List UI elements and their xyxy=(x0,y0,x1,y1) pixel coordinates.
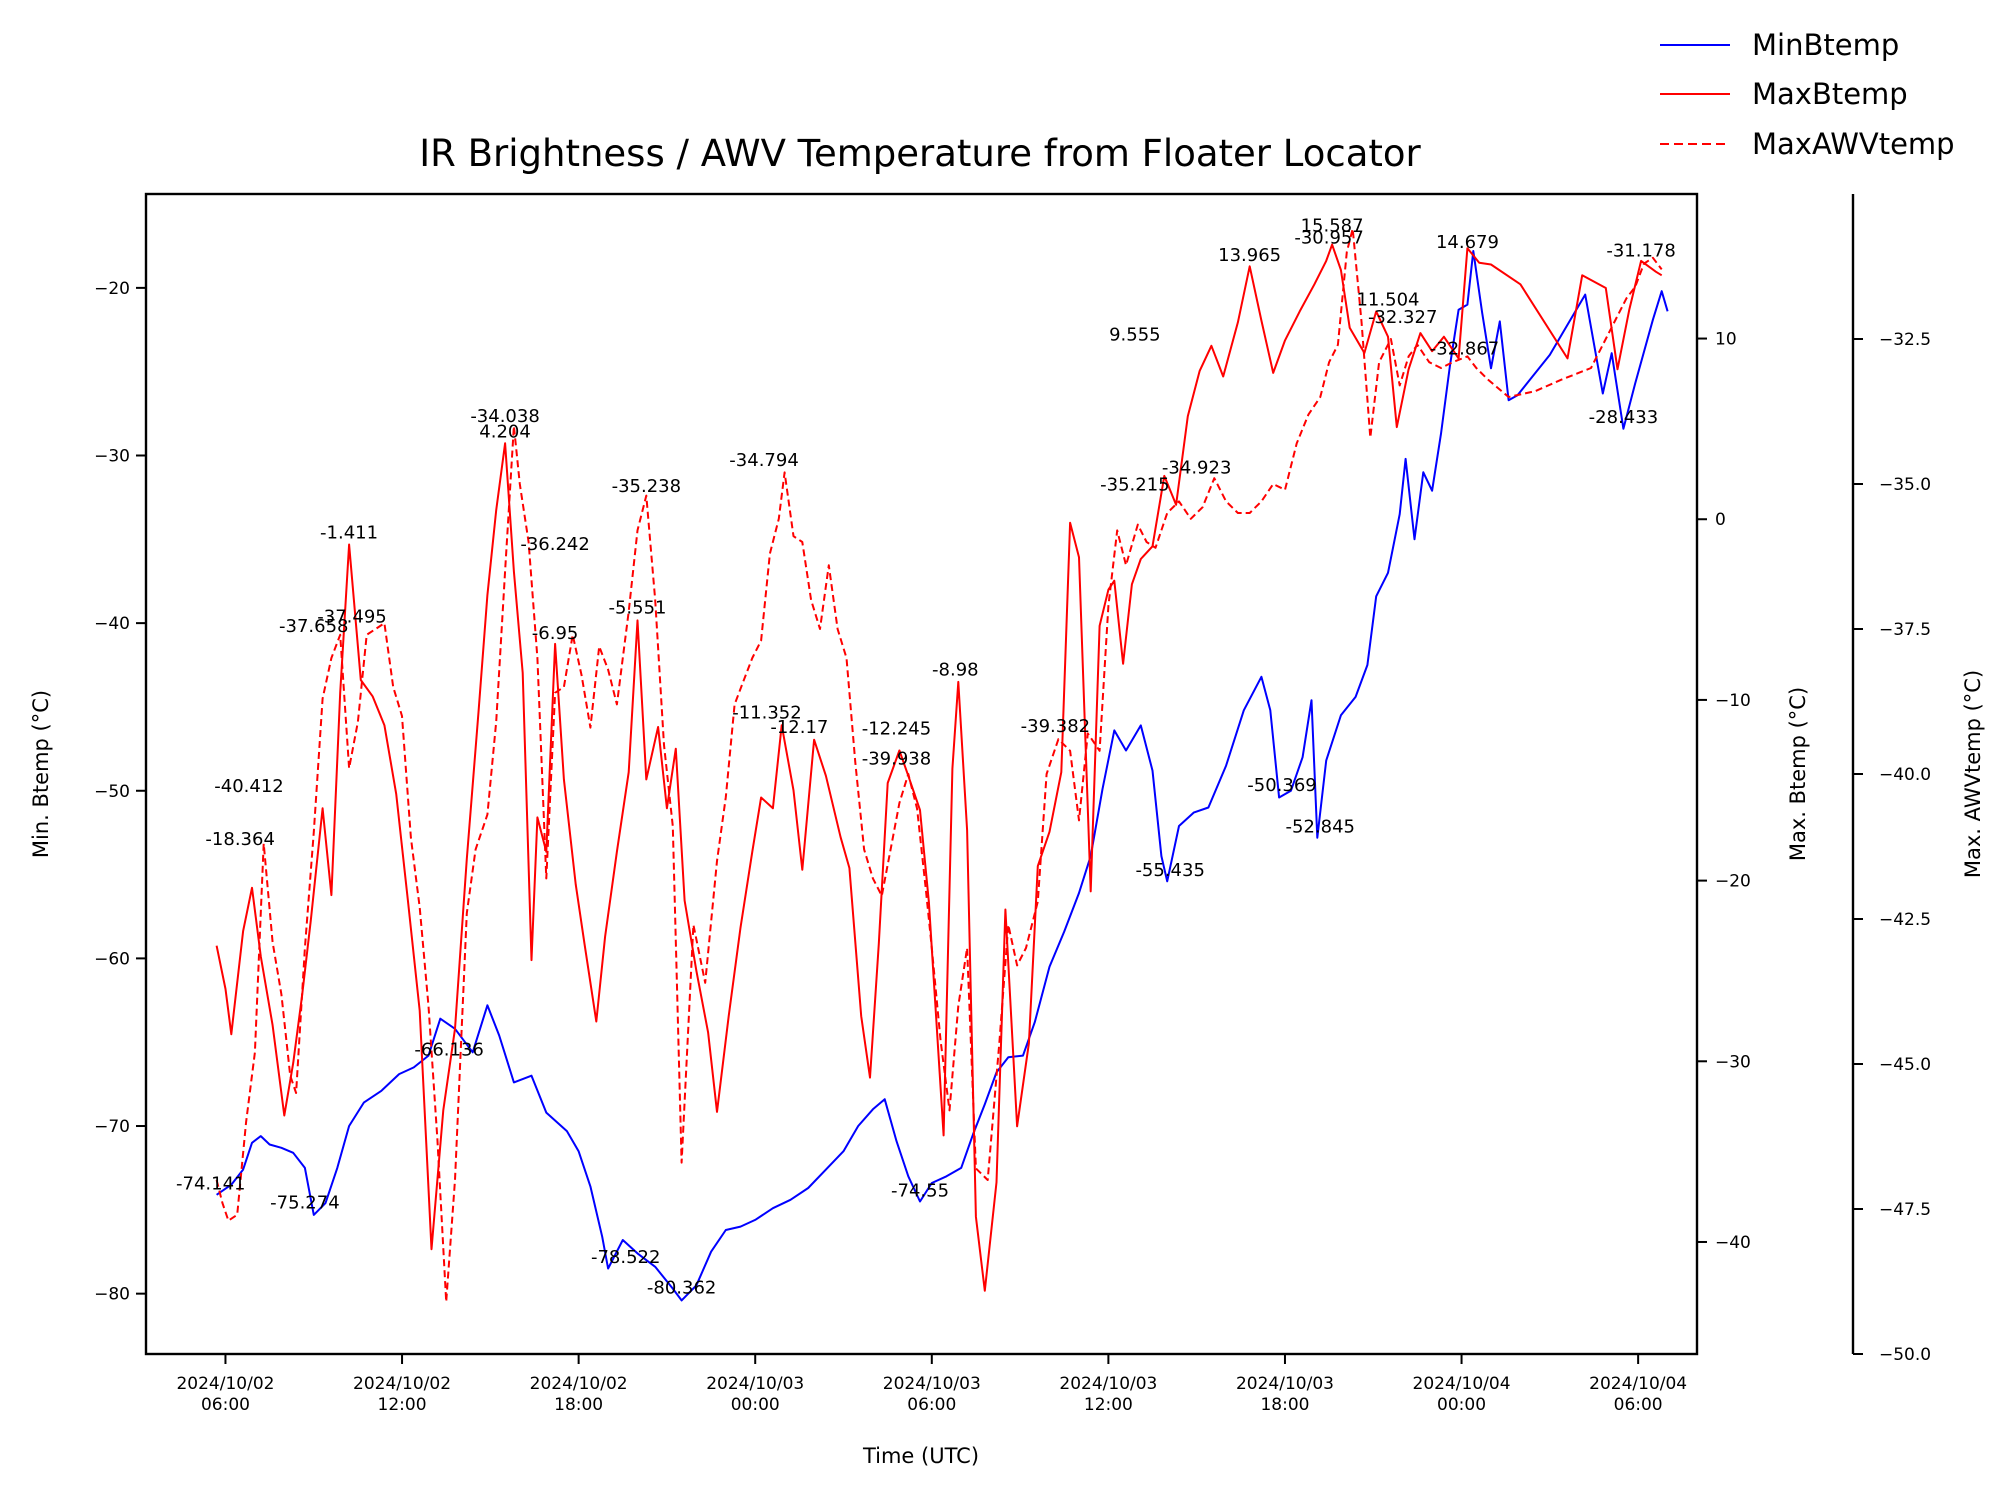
right2-y-tick-label: −42.5 xyxy=(1879,910,1931,930)
right2-y-tick-label: −45.0 xyxy=(1879,1055,1931,1075)
data-label: 11.504 xyxy=(1356,289,1419,310)
x-tick-label-date: 2024/10/02 xyxy=(530,1374,628,1394)
series-line-maxbtemp xyxy=(215,243,1663,1292)
data-label: -32.867 xyxy=(1430,338,1499,359)
data-label: -80.362 xyxy=(647,1278,716,1299)
data-label: -52.845 xyxy=(1286,816,1355,837)
data-label: -35.238 xyxy=(612,476,681,497)
x-tick-label-date: 2024/10/03 xyxy=(706,1374,804,1394)
data-label: -39.938 xyxy=(862,748,931,769)
legend-label-maxbtemp: MaxBtemp xyxy=(1752,77,1908,111)
left-y-tick-label: −20 xyxy=(94,279,130,299)
data-label: -74.55 xyxy=(891,1180,949,1201)
data-label: -30.957 xyxy=(1294,228,1363,249)
left-y-tick-label: −80 xyxy=(94,1285,130,1305)
right2-y-tick-label: −40.0 xyxy=(1879,765,1931,785)
data-label: -34.038 xyxy=(470,406,539,427)
left-y-tick-label: −30 xyxy=(94,447,130,467)
right1-y-tick-label: 10 xyxy=(1715,330,1737,350)
x-tick-label-date: 2024/10/02 xyxy=(176,1374,274,1394)
data-label: -28.433 xyxy=(1589,407,1658,428)
data-label: -34.923 xyxy=(1162,458,1231,479)
series-line-minbtemp xyxy=(216,250,1669,1302)
right2-y-tick-label: −32.5 xyxy=(1879,330,1931,350)
right2-y-tick-label: −50.0 xyxy=(1879,1345,1931,1365)
axis-ticks: 2024/10/0206:002024/10/0212:002024/10/02… xyxy=(94,279,1931,1415)
data-annotations: -74.141 -75.274 -66.136 -78.522 -80.362 -74.5… xyxy=(176,216,1676,1299)
data-label: -12.245 xyxy=(862,718,931,739)
data-label: -55.435 xyxy=(1135,860,1204,881)
x-tick-label-time: 06:00 xyxy=(201,1395,250,1415)
data-label: -37.658 xyxy=(279,616,348,637)
x-tick-label-date: 2024/10/03 xyxy=(883,1374,981,1394)
data-label: -18.364 xyxy=(205,829,274,850)
data-label: -66.136 xyxy=(414,1039,483,1060)
data-label: -74.141 xyxy=(176,1173,245,1194)
plot-area xyxy=(215,227,1669,1303)
data-label: -12.17 xyxy=(770,717,828,738)
data-label: 9.555 xyxy=(1109,325,1161,346)
data-label: -39.382 xyxy=(1021,716,1090,737)
x-tick-label-date: 2024/10/02 xyxy=(353,1374,451,1394)
legend-label-maxawvtemp: MaxAWVtemp xyxy=(1752,127,1955,161)
right1-y-tick-label: −40 xyxy=(1715,1233,1751,1253)
data-label: -8.98 xyxy=(932,659,979,680)
x-tick-label-time: 18:00 xyxy=(554,1395,603,1415)
data-label: -5.551 xyxy=(608,598,666,619)
x-tick-label-time: 12:00 xyxy=(378,1395,427,1415)
x-tick-label-time: 06:00 xyxy=(907,1395,956,1415)
left-y-tick-label: −40 xyxy=(94,614,130,634)
series-line-maxawvtemp xyxy=(215,227,1663,1303)
right2-y-tick-label: −47.5 xyxy=(1879,1200,1931,1220)
x-tick-label-date: 2024/10/03 xyxy=(1059,1374,1157,1394)
left-y-tick-label: −60 xyxy=(94,949,130,969)
right1-y-tick-label: 0 xyxy=(1715,510,1726,530)
x-tick-label-time: 00:00 xyxy=(1437,1395,1486,1415)
data-label: -11.352 xyxy=(732,702,801,723)
data-label: -50.369 xyxy=(1247,775,1316,796)
data-label: -34.794 xyxy=(729,450,798,471)
x-tick-label-date: 2024/10/04 xyxy=(1413,1374,1511,1394)
right1-y-tick-label: −10 xyxy=(1715,691,1751,711)
data-label: -6.95 xyxy=(532,623,579,644)
y-axis-label-right2: Max. AWVtemp (°C) xyxy=(1961,670,1985,878)
right2-y-tick-label: −35.0 xyxy=(1879,475,1931,495)
y-axis-label-left: Min. Btemp (°C) xyxy=(29,690,53,858)
data-label: 4.204 xyxy=(479,421,531,442)
x-tick-label-time: 12:00 xyxy=(1084,1395,1133,1415)
x-tick-label-date: 2024/10/03 xyxy=(1236,1374,1334,1394)
right1-y-tick-label: −20 xyxy=(1715,872,1751,892)
right2-y-tick-label: −37.5 xyxy=(1879,620,1931,640)
x-axis-label: Time (UTC) xyxy=(862,1444,979,1468)
right1-y-tick-label: −30 xyxy=(1715,1052,1751,1072)
data-label: -75.274 xyxy=(270,1192,339,1213)
data-label: -31.178 xyxy=(1606,240,1675,261)
y-axis-label-right1: Max. Btemp (°C) xyxy=(1786,687,1810,861)
data-label: -37.495 xyxy=(317,607,386,628)
x-tick-label-time: 00:00 xyxy=(731,1395,780,1415)
data-label: -35.215 xyxy=(1100,474,1169,495)
data-label: -32.327 xyxy=(1368,307,1437,328)
data-label: -1.411 xyxy=(320,523,378,544)
data-label: 14.679 xyxy=(1436,232,1499,253)
x-tick-label-time: 06:00 xyxy=(1614,1395,1663,1415)
data-label: 13.965 xyxy=(1218,245,1281,266)
left-y-tick-label: −70 xyxy=(94,1117,130,1137)
chart-title: IR Brightness / AWV Temperature from Flo… xyxy=(419,132,1421,175)
data-label: -36.242 xyxy=(520,534,589,555)
left-y-tick-label: −50 xyxy=(94,782,130,802)
plot-frame xyxy=(144,192,1699,1356)
data-label: -40.412 xyxy=(214,776,283,797)
legend-label-minbtemp: MinBtemp xyxy=(1752,28,1899,62)
data-label: -78.522 xyxy=(591,1247,660,1268)
x-tick-label-date: 2024/10/04 xyxy=(1589,1374,1687,1394)
data-label: 15.587 xyxy=(1301,216,1364,237)
x-tick-label-time: 18:00 xyxy=(1260,1395,1309,1415)
legend: MinBtemp MaxBtemp MaxAWVtemp xyxy=(1660,28,1955,161)
